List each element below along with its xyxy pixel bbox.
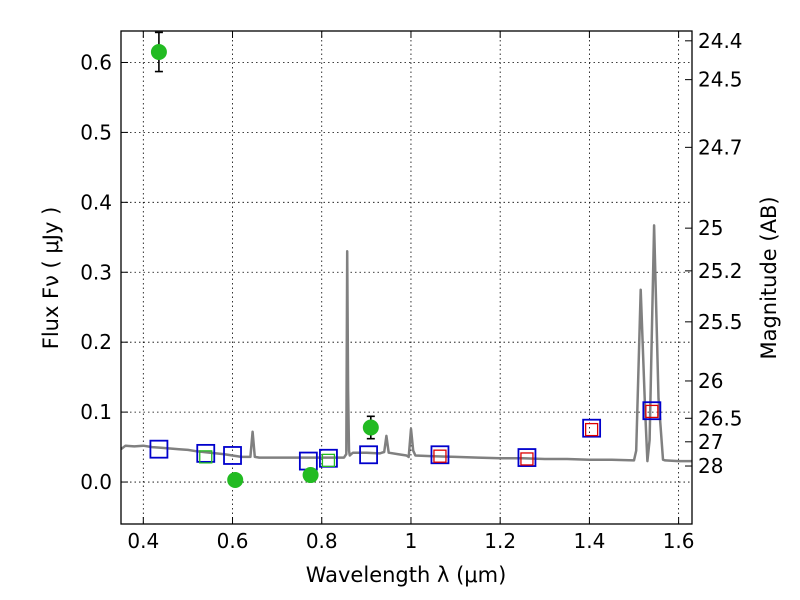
model-photometry-box bbox=[517, 448, 537, 467]
observed-flux-markers bbox=[150, 31, 379, 488]
y-tick-label: 0.3 bbox=[80, 260, 112, 284]
y-tick-label: 0.6 bbox=[80, 50, 112, 74]
plot-area bbox=[121, 31, 692, 488]
y-tick-label: 0.2 bbox=[80, 330, 112, 354]
x-tick-label: 1.2 bbox=[484, 529, 516, 553]
magnitude-tick-label: 25.2 bbox=[698, 259, 743, 283]
model-photometry-inner-box bbox=[321, 453, 336, 468]
magnitude-tick-label: 25 bbox=[698, 216, 723, 240]
observed-flux-point bbox=[362, 419, 379, 436]
magnitude-tick-label: 24.7 bbox=[698, 135, 743, 159]
y-axis-ticks: 0.0 0.1 0.2 0.3 0.4 0.5 0.6 bbox=[80, 50, 128, 494]
model-photometry-box bbox=[359, 445, 378, 465]
magnitude-tick-label: 25.5 bbox=[698, 310, 743, 334]
y-tick-label: 0.1 bbox=[80, 400, 112, 424]
magnitude-tick-label: 26.5 bbox=[698, 406, 743, 430]
model-photometry-box bbox=[582, 418, 602, 438]
model-photometry-box bbox=[196, 443, 216, 463]
model-photometry-box bbox=[149, 439, 169, 459]
magnitude-tick-label: 28 bbox=[698, 454, 723, 478]
y-axis-label: Flux Fν ( μJy ) bbox=[39, 207, 63, 350]
x-tick-label: 1.6 bbox=[663, 529, 695, 553]
x-axis-ticks: 0.4 0.6 0.8 1 1.2 1.4 1.6 bbox=[127, 31, 695, 553]
model-photometry-box bbox=[298, 451, 318, 471]
model-photometry-inner-box bbox=[584, 422, 599, 437]
model-photometry-box bbox=[642, 401, 662, 421]
x-tick-label: 1 bbox=[405, 529, 418, 553]
magnitude-axis-label: Magnitude (AB) bbox=[757, 196, 781, 359]
grid-lines bbox=[121, 31, 692, 524]
magnitude-tick-label: 24.4 bbox=[698, 29, 743, 53]
model-photometry-markers bbox=[149, 401, 662, 471]
model-photometry-inner-box bbox=[199, 450, 213, 464]
magnitude-tick-label: 26 bbox=[698, 369, 723, 393]
x-tick-label: 1.4 bbox=[573, 529, 605, 553]
model-photometry-inner-box bbox=[645, 404, 659, 419]
model-photometry-inner-box bbox=[433, 449, 447, 463]
y-tick-label: 0.0 bbox=[80, 470, 112, 494]
observed-flux-point bbox=[302, 467, 319, 484]
model-photometry-inner-box bbox=[520, 452, 534, 466]
sed-model-line bbox=[121, 224, 692, 463]
x-axis-label: Wavelength λ (μm) bbox=[306, 563, 507, 587]
y-tick-label: 0.5 bbox=[80, 120, 112, 144]
model-photometry-box bbox=[430, 445, 450, 465]
observed-flux-point bbox=[150, 43, 167, 60]
x-tick-label: 0.6 bbox=[217, 529, 249, 553]
observed-flux-point bbox=[227, 471, 244, 488]
axes-frame bbox=[120, 30, 693, 525]
model-photometry-box bbox=[223, 446, 242, 465]
magnitude-tick-label: 24.5 bbox=[698, 68, 743, 92]
y-tick-label: 0.4 bbox=[80, 190, 112, 214]
magnitude-tick-label: 27 bbox=[698, 430, 723, 454]
x-tick-label: 0.8 bbox=[306, 529, 338, 553]
x-tick-label: 0.4 bbox=[127, 529, 159, 553]
